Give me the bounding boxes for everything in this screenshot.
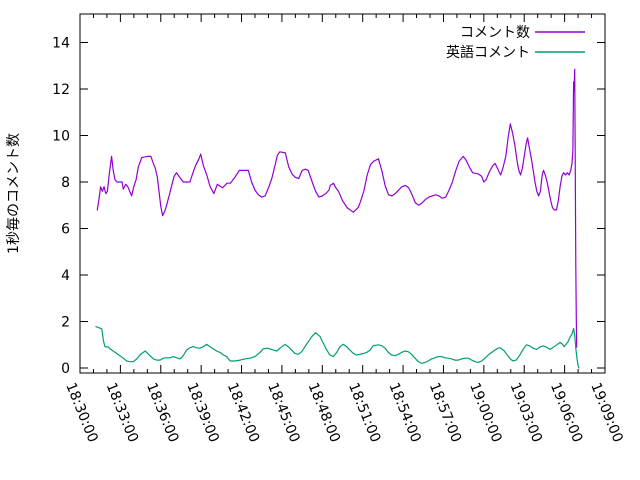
series-line-english-comments <box>95 326 580 369</box>
y-axis-tick-label: 6 <box>61 222 70 238</box>
y-axis-tick-label: 10 <box>52 129 70 145</box>
plot-border <box>79 13 606 374</box>
y-axis-tick-label: 2 <box>61 315 70 331</box>
y-axis-tick-label: 4 <box>61 268 70 284</box>
legend-label: 英語コメント <box>446 44 530 61</box>
y-axis-tick-label: 0 <box>61 361 70 377</box>
y-axis-tick-label: 14 <box>52 36 70 52</box>
legend-label: コメント数 <box>460 25 530 41</box>
y-axis-title: 1秒毎のコメント数 <box>6 133 22 254</box>
series-line-comments <box>96 68 578 348</box>
y-axis-tick-label: 12 <box>52 82 70 98</box>
y-axis-tick-label: 8 <box>61 175 70 191</box>
